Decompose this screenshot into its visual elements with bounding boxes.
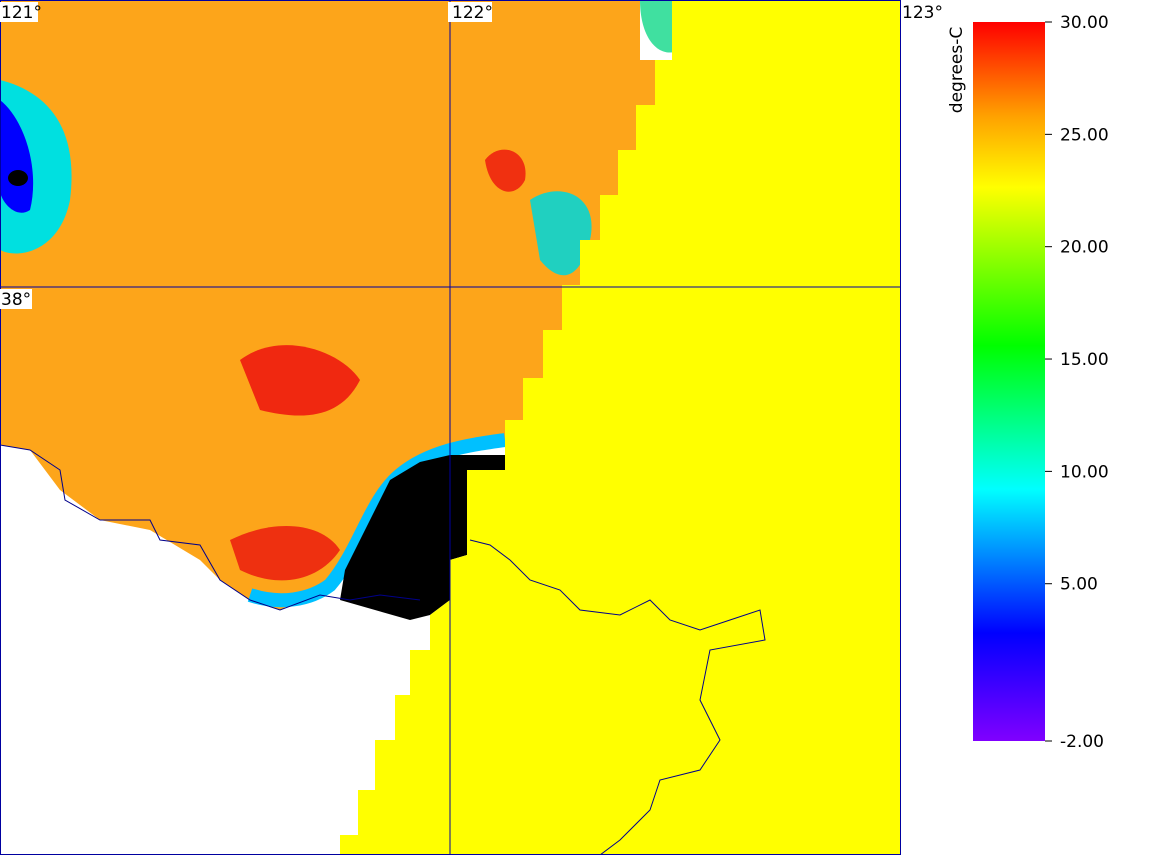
warm-patch: [240, 345, 360, 416]
map-area: 121° 122° 123° 38°: [0, 0, 943, 855]
label-box: [0, 2, 38, 22]
lon-label: 121°: [1, 3, 42, 23]
cold-rim: [247, 433, 506, 608]
cold-core: [8, 170, 28, 186]
lon-label: 122°: [452, 3, 493, 23]
colorbar-tick-label: 25.00: [1060, 125, 1109, 145]
warm-patch: [230, 526, 340, 581]
label-box: [0, 289, 32, 309]
colorbar-tick-label: 30.00: [1060, 13, 1109, 33]
colorbar-ramp: [973, 22, 1045, 741]
warm-patch: [485, 149, 526, 192]
label-box: [448, 2, 492, 22]
colorbar-tick-label: 20.00: [1060, 238, 1109, 258]
coastline: [469, 539, 766, 855]
colorbar-tick-label: -2.00: [1060, 732, 1104, 752]
coastline: [0, 444, 421, 611]
cold-patch: [0, 100, 34, 213]
lon-label: 123°: [902, 3, 943, 23]
colorbar-tick-label: 10.00: [1060, 462, 1109, 482]
lat-label: 38°: [1, 290, 31, 310]
ocean-sst: [0, 0, 655, 610]
cold-patch: [530, 191, 592, 276]
nodata-bay: [340, 455, 505, 620]
colorbar-tick-label: 5.00: [1060, 575, 1098, 595]
colorbar-title: degrees-C: [947, 27, 967, 113]
colorbar-tick-label: 15.00: [1060, 350, 1109, 370]
colorbar: degrees-C 30.00 25.00 20.00 15.00 10.00 5.00 -…: [947, 13, 1109, 752]
